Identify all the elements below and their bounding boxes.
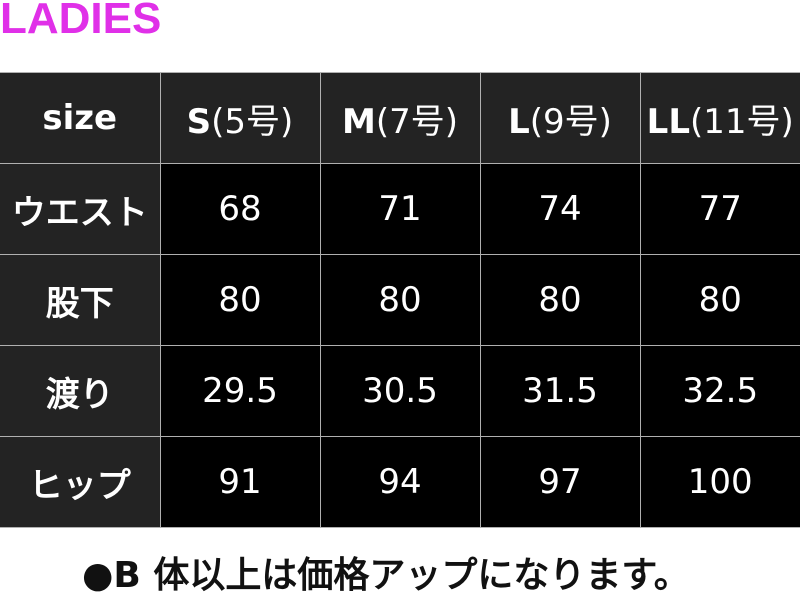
- size-number: (5号): [211, 101, 294, 142]
- size-number: (11号): [690, 101, 794, 142]
- row-label-hip: ヒップ: [0, 436, 161, 528]
- cell-value: 31.5: [479, 345, 641, 437]
- size-code: LL: [646, 101, 691, 142]
- table-row: 股下 80 80 80 80: [0, 254, 800, 346]
- cell-value: 97: [479, 436, 641, 528]
- cell-value: 71: [319, 163, 481, 255]
- size-code: L: [508, 101, 530, 142]
- header-size-m: M(7号): [319, 72, 481, 164]
- row-label-inseam: 股下: [0, 254, 161, 346]
- header-size-l: L(9号): [479, 72, 641, 164]
- cell-value: 80: [639, 254, 800, 346]
- cell-value: 100: [639, 436, 800, 528]
- table-header-row: size S(5号) M(7号) L(9号) LL(11号): [0, 72, 800, 164]
- cell-value: 68: [159, 163, 321, 255]
- table-row: ウエスト 68 71 74 77: [0, 163, 800, 255]
- size-chart-table: size S(5号) M(7号) L(9号) LL(11号) ウエスト 68 7…: [0, 72, 800, 528]
- cell-value: 30.5: [319, 345, 481, 437]
- row-label-thigh: 渡り: [0, 345, 161, 437]
- size-number: (7号): [375, 101, 458, 142]
- cell-value: 91: [159, 436, 321, 528]
- size-number: (9号): [529, 101, 612, 142]
- header-size-s: S(5号): [159, 72, 321, 164]
- size-code: S: [186, 101, 212, 142]
- header-size-label: size: [0, 72, 161, 164]
- cell-value: 80: [479, 254, 641, 346]
- table-row: 渡り 29.5 30.5 31.5 32.5: [0, 345, 800, 437]
- cell-value: 29.5: [159, 345, 321, 437]
- cell-value: 74: [479, 163, 641, 255]
- cell-value: 77: [639, 163, 800, 255]
- cell-value: 80: [159, 254, 321, 346]
- cell-value: 80: [319, 254, 481, 346]
- footnote: ●B 体以上は価格アップになります。: [82, 555, 690, 596]
- header-size-ll: LL(11号): [639, 72, 800, 164]
- table-row: ヒップ 91 94 97 100: [0, 436, 800, 528]
- cell-value: 94: [319, 436, 481, 528]
- size-code: M: [341, 101, 376, 142]
- cell-value: 32.5: [639, 345, 800, 437]
- page-title: LADIES: [0, 0, 162, 43]
- row-label-waist: ウエスト: [0, 163, 161, 255]
